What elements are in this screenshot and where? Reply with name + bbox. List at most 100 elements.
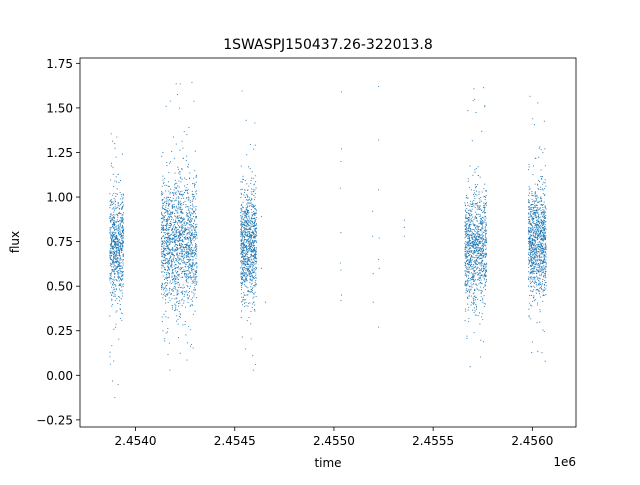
data-point: [189, 223, 191, 226]
data-point: [169, 282, 171, 284]
data-point: [537, 229, 540, 231]
data-point: [246, 241, 248, 243]
data-point: [534, 193, 536, 195]
data-point: [161, 243, 163, 245]
data-point: [528, 213, 530, 215]
data-point: [170, 196, 172, 198]
data-point: [118, 254, 120, 256]
data-point: [189, 201, 191, 203]
data-point: [169, 251, 171, 253]
data-point: [247, 221, 249, 223]
data-point: [530, 265, 532, 267]
data-point: [478, 277, 480, 279]
data-point: [479, 247, 481, 249]
data-point: [191, 208, 193, 210]
data-point: [478, 236, 480, 238]
data-point: [167, 233, 169, 236]
data-point: [193, 264, 195, 266]
data-point: [486, 241, 488, 244]
data-point: [193, 268, 195, 270]
data-point: [194, 289, 196, 291]
data-point: [464, 202, 466, 204]
data-point: [120, 271, 122, 273]
data-point: [173, 294, 175, 296]
data-point: [473, 225, 475, 227]
data-point: [246, 247, 248, 249]
data-point: [536, 198, 538, 200]
data-point: [164, 255, 166, 257]
data-point: [181, 190, 183, 192]
data-point: [466, 260, 468, 262]
data-point: [110, 227, 112, 229]
data-point: [242, 231, 244, 233]
data-point: [121, 229, 123, 232]
data-point: [121, 259, 123, 261]
data-point: [472, 246, 474, 248]
data-point: [119, 253, 121, 255]
data-point: [242, 251, 244, 254]
data-point: [179, 227, 181, 229]
data-point: [543, 252, 545, 254]
data-point: [188, 260, 190, 262]
data-point: [175, 320, 177, 322]
data-point: [112, 173, 114, 175]
data-point: [466, 223, 468, 226]
data-point: [541, 175, 544, 178]
data-point: [185, 228, 187, 230]
data-point: [540, 189, 542, 191]
data-point: [163, 197, 165, 199]
data-point: [186, 270, 188, 272]
data-point: [464, 228, 466, 231]
data-point: [470, 247, 472, 249]
data-point: [253, 262, 255, 264]
data-point: [542, 236, 544, 238]
data-point: [247, 302, 250, 304]
data-point: [541, 200, 543, 202]
data-point: [535, 255, 537, 257]
data-point: [543, 250, 545, 252]
data-point: [529, 294, 531, 297]
data-point: [475, 186, 477, 188]
data-point: [479, 213, 481, 215]
data-point: [196, 275, 198, 278]
data-point: [192, 300, 194, 302]
data-point: [111, 232, 113, 234]
data-point: [473, 233, 475, 235]
data-point: [162, 246, 164, 248]
data-point: [165, 105, 167, 107]
data-point: [531, 231, 533, 233]
data-point: [243, 218, 245, 220]
data-point: [537, 350, 539, 352]
data-point: [176, 277, 178, 279]
data-point: [116, 267, 118, 269]
data-point: [119, 223, 121, 225]
data-point: [195, 272, 197, 274]
data-point: [184, 218, 186, 220]
data-point: [533, 267, 535, 269]
data-point: [244, 281, 246, 283]
data-point: [468, 221, 470, 223]
data-point: [540, 249, 542, 251]
data-point: [478, 270, 480, 272]
data-point: [174, 240, 176, 242]
data-point: [537, 223, 539, 225]
data-point: [165, 285, 167, 287]
data-point: [535, 257, 537, 259]
data-point: [186, 215, 188, 217]
data-point: [191, 269, 193, 271]
data-point: [188, 229, 190, 231]
data-point: [113, 278, 115, 280]
data-point: [111, 298, 113, 300]
data-point: [186, 254, 189, 256]
data-point: [246, 234, 248, 236]
data-point: [528, 316, 530, 318]
data-point: [469, 279, 471, 281]
data-point: [110, 286, 112, 288]
data-point: [162, 289, 164, 291]
data-point: [167, 235, 169, 237]
data-point: [185, 224, 187, 226]
data-point: [241, 301, 243, 303]
data-point: [482, 256, 484, 259]
data-point: [538, 208, 540, 210]
data-point: [467, 284, 469, 286]
